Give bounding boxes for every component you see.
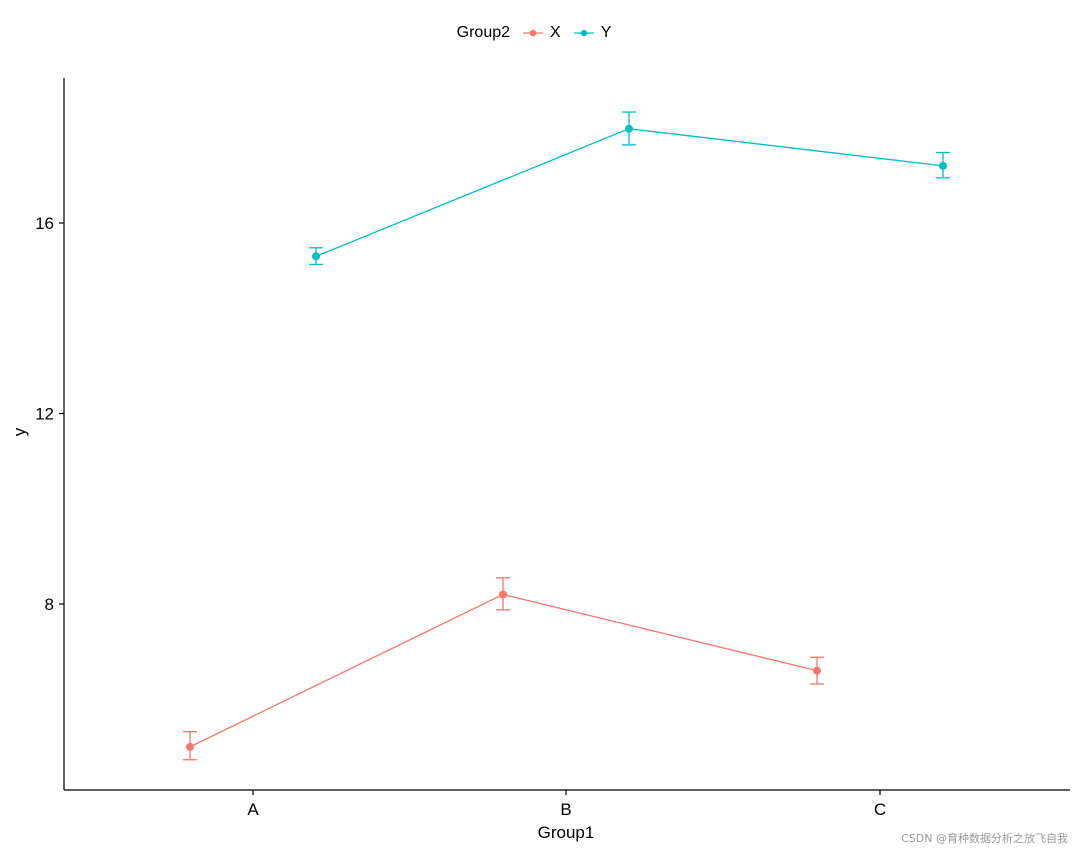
y-tick-label: 12 bbox=[35, 405, 54, 424]
series-x-point bbox=[813, 666, 821, 675]
x-axis-title: Group1 bbox=[538, 823, 595, 842]
legend-item-y: Y bbox=[573, 22, 612, 44]
x-tick-label: B bbox=[560, 800, 571, 819]
legend-label-x: X bbox=[550, 24, 561, 41]
legend-key-y bbox=[573, 29, 594, 37]
legend-key-x bbox=[523, 29, 544, 37]
x-tick-label: A bbox=[247, 800, 259, 819]
y-tick-label: 16 bbox=[35, 214, 54, 233]
legend-item-x: X bbox=[522, 22, 561, 44]
legend: Group2 X Y bbox=[0, 22, 1080, 44]
y-axis-title: y bbox=[10, 427, 29, 436]
legend-title: Group2 bbox=[456, 24, 511, 41]
y-tick-label: 8 bbox=[45, 595, 54, 614]
x-tick-label: C bbox=[874, 800, 886, 819]
axes: 8 12 16 A B C bbox=[35, 78, 1070, 819]
series-y-point bbox=[939, 161, 947, 170]
series-x-point bbox=[186, 742, 194, 751]
series-y-point bbox=[625, 124, 633, 133]
watermark: CSDN @育种数据分析之放飞自我 bbox=[901, 832, 1068, 845]
series-x-line bbox=[189, 593, 818, 748]
series-x-point bbox=[499, 590, 507, 599]
series-y-line bbox=[315, 128, 944, 257]
series-y-point bbox=[312, 252, 320, 261]
series-layer bbox=[183, 111, 950, 761]
legend-label-y: Y bbox=[600, 24, 612, 41]
